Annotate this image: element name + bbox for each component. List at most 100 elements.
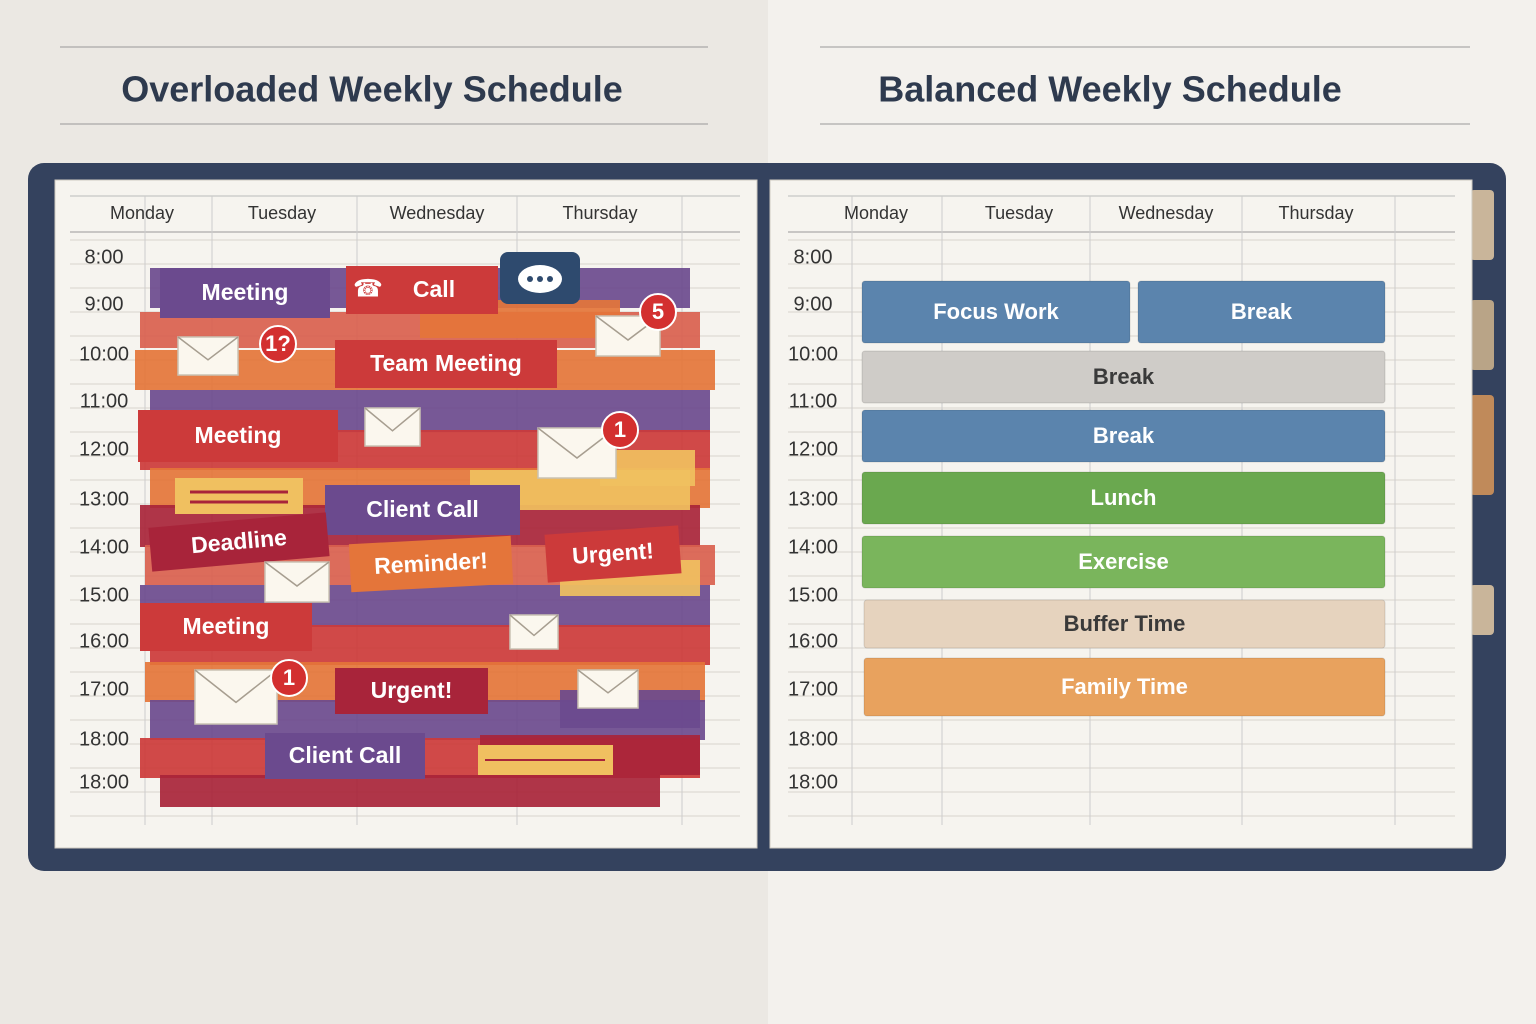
day-label: Monday: [110, 203, 174, 223]
time-label: 16:00: [788, 630, 838, 652]
day-label: Thursday: [1278, 203, 1353, 223]
task-label: Meeting: [183, 613, 270, 639]
badge-count: 1?: [265, 331, 291, 356]
task-note: Reminder!: [348, 535, 514, 593]
schedule-block: [861, 280, 1131, 344]
badge-count: 1: [283, 665, 295, 690]
notification-badge: [259, 325, 297, 363]
time-label: 9:00: [794, 293, 833, 315]
schedule-block: [863, 599, 1386, 649]
time-label: 11:00: [789, 390, 838, 412]
sticky-note: [160, 775, 660, 807]
right-title: Balanced Weekly Schedule: [878, 69, 1342, 110]
time-label: 10:00: [788, 343, 838, 365]
time-label: 18:00: [788, 771, 838, 793]
envelope: [264, 561, 330, 603]
block-label: Break: [1093, 364, 1155, 389]
time-label: 16:00: [79, 630, 129, 652]
schedule-block: [861, 471, 1386, 525]
task-note-bg: [335, 668, 488, 714]
task-note-bg: [160, 268, 330, 318]
task-note-bg: [140, 603, 312, 651]
time-label: 13:00: [79, 488, 129, 510]
time-label: 18:00: [79, 771, 129, 793]
time-label: 15:00: [79, 584, 129, 606]
task-note: Meeting: [138, 410, 338, 462]
envelope: [577, 669, 639, 709]
block-label: Focus Work: [933, 299, 1059, 324]
task-label: Team Meeting: [370, 350, 522, 376]
task-label: Meeting: [195, 422, 282, 448]
task-note-bg: [335, 340, 557, 388]
envelope: [509, 614, 559, 650]
time-label: 18:00: [79, 728, 129, 750]
envelope: [194, 669, 278, 725]
task-label: Meeting: [202, 279, 289, 305]
left-title: Overloaded Weekly Schedule: [121, 69, 623, 110]
right-planner: Monday Tuesday Wednesday Thursday 8:00 9:00 10…: [788, 195, 1455, 825]
envelope-flap: [577, 669, 639, 694]
day-label: Wednesday: [1119, 203, 1214, 223]
time-label: 8:00: [85, 246, 124, 268]
sticky-note: [175, 478, 303, 514]
block-label: Exercise: [1078, 549, 1169, 574]
tab: [1470, 190, 1494, 260]
day-label: Tuesday: [248, 203, 316, 223]
time-label: 15:00: [788, 584, 838, 606]
task-label: Call: [413, 276, 455, 302]
schedule-block: [861, 535, 1386, 589]
task-note-bg: [348, 535, 514, 593]
chat-dot: [537, 276, 543, 282]
task-note-bg: [148, 512, 330, 572]
task-note: Deadline: [148, 512, 330, 572]
task-note-bg: [325, 485, 520, 535]
envelope-flap: [177, 336, 239, 361]
task-note: Client Call: [325, 485, 520, 535]
notification-badge: [601, 411, 639, 449]
task-note: Urgent!: [335, 668, 488, 714]
time-label: 12:00: [788, 438, 838, 460]
time-label: 14:00: [788, 536, 838, 558]
task-note: Meeting: [160, 268, 330, 318]
time-label: 17:00: [788, 678, 838, 700]
notification-badge: [639, 293, 677, 331]
time-label: 12:00: [79, 438, 129, 460]
time-label: 13:00: [788, 488, 838, 510]
schedule-block: [863, 657, 1386, 717]
task-note-bg: [265, 733, 425, 779]
time-label: 11:00: [80, 390, 129, 412]
block-label: Break: [1093, 423, 1155, 448]
schedule-block: [861, 350, 1386, 404]
task-label: Reminder!: [373, 547, 488, 579]
envelope-flap: [194, 669, 278, 704]
time-label: 9:00: [85, 293, 124, 315]
envelope: [177, 336, 239, 376]
badge-count: 1: [614, 417, 626, 442]
task-note-bg: [138, 410, 338, 462]
task-label: Client Call: [289, 742, 401, 768]
task-note-bg: [346, 266, 498, 314]
time-label: 17:00: [79, 678, 129, 700]
notification-badge: [270, 659, 308, 697]
task-label: Urgent!: [571, 537, 654, 569]
tab: [1470, 300, 1494, 370]
tab: [1470, 585, 1494, 635]
task-note: Team Meeting: [335, 340, 557, 388]
block-label: Family Time: [1061, 674, 1188, 699]
task-note: Urgent!: [544, 525, 682, 583]
time-label: 10:00: [79, 343, 129, 365]
day-label: Thursday: [562, 203, 637, 223]
day-label: Tuesday: [985, 203, 1053, 223]
tab: [1470, 395, 1494, 495]
chat-dot: [527, 276, 533, 282]
day-label: Monday: [844, 203, 908, 223]
task-note: Call ☎: [346, 266, 498, 314]
task-note: Meeting: [140, 603, 312, 651]
envelope-flap: [364, 407, 421, 432]
schedule-block: [861, 409, 1386, 463]
task-label: Urgent!: [371, 677, 453, 703]
chat-dot: [547, 276, 553, 282]
block-label: Lunch: [1091, 485, 1157, 510]
schedule-block: [1137, 280, 1386, 344]
